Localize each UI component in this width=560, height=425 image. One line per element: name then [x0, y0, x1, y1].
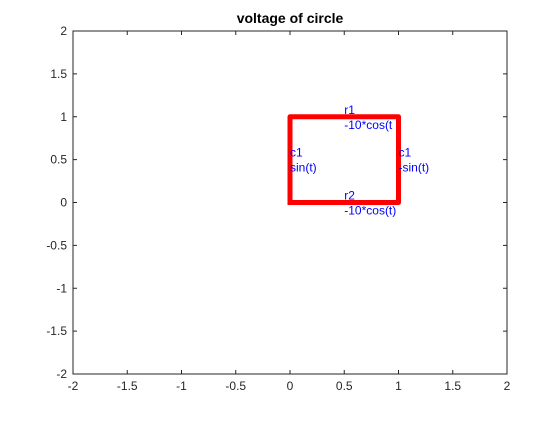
x-tick-label: 1	[395, 379, 402, 393]
axes: -2 -1.5 -1 -0.5 0 0.5 1 1.5 2 -2 -1.5 -1 -0.5 0 0.5 1 1.…	[46, 24, 510, 393]
y-tick-label: 1.5	[50, 67, 67, 81]
x-tick-label: 0.5	[336, 379, 353, 393]
x-tick-label: -1	[176, 379, 187, 393]
x-tick-label: -0.5	[225, 379, 246, 393]
x-tick-label: 2	[504, 379, 511, 393]
x-tick-label: -1.5	[117, 379, 138, 393]
y-tick-label: -1.5	[46, 324, 67, 338]
annotation-text: -10*cos(t	[344, 118, 393, 132]
annotation-text: -10*cos(t)	[344, 204, 396, 218]
y-tick-label: -1	[56, 281, 67, 295]
annotation-text: r1	[344, 103, 355, 117]
x-tick-label: 0	[287, 379, 294, 393]
annotation-text: c1	[290, 146, 303, 160]
y-tick-label: 1	[60, 110, 67, 124]
x-tick-label: -2	[68, 379, 79, 393]
y-tick-label: 0.5	[50, 153, 67, 167]
y-tick-label: -0.5	[46, 238, 67, 252]
series-line-0	[287, 114, 401, 205]
annotation-text: c1	[399, 146, 412, 160]
y-tick-label: 2	[60, 24, 67, 38]
annotation-text: -sin(t)	[399, 161, 430, 175]
annotation-text: sin(t)	[290, 161, 317, 175]
annotation-text: r2	[344, 189, 355, 203]
x-tick-label: 1.5	[444, 379, 461, 393]
y-tick-label: 0	[60, 196, 67, 210]
y-tick-label: -2	[56, 367, 67, 381]
chart-title: voltage of circle	[237, 10, 344, 26]
